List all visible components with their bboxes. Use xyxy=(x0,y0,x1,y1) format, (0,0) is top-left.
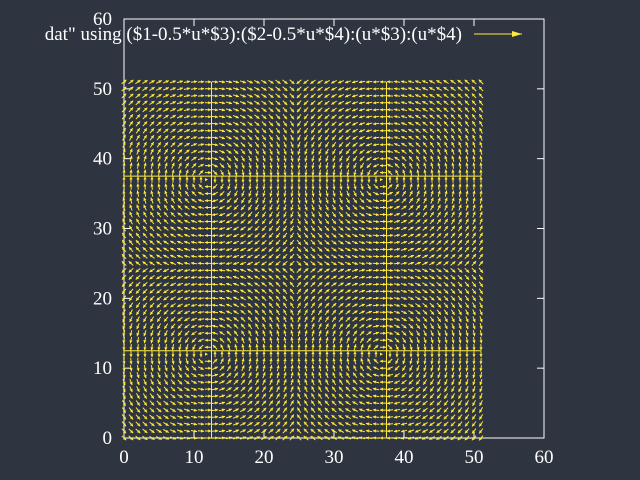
arrow-shafts xyxy=(121,79,484,441)
x-tick-label: 40 xyxy=(395,447,414,468)
arrow-heads xyxy=(121,79,484,441)
legend-label: dat" using ($1-0.5*u*$3):($2-0.5*u*$4):(… xyxy=(45,24,462,45)
x-tick-label: 10 xyxy=(185,447,204,468)
x-tick-label: 0 xyxy=(119,447,129,468)
legend: dat" using ($1-0.5*u*$3):($2-0.5*u*$4):(… xyxy=(45,24,522,45)
x-tick-label: 30 xyxy=(325,447,344,468)
y-tick-label: 10 xyxy=(93,358,112,379)
y-tick-label: 50 xyxy=(93,79,112,100)
y-tick-label: 40 xyxy=(93,149,112,170)
legend-sample-arrowhead xyxy=(512,31,522,37)
axis-ticks: 0 10 20 30 40 50 60 0 10 20 30 40 50 60 xyxy=(93,9,554,468)
vector-arrows xyxy=(121,79,484,441)
y-tick-label: 20 xyxy=(93,288,112,309)
x-tick-label: 20 xyxy=(255,447,274,468)
y-tick-label: 60 xyxy=(93,9,112,30)
x-tick-label: 50 xyxy=(465,447,484,468)
y-tick-label: 30 xyxy=(93,219,112,240)
y-tick-label: 0 xyxy=(103,428,113,449)
x-tick-label: 60 xyxy=(535,447,554,468)
